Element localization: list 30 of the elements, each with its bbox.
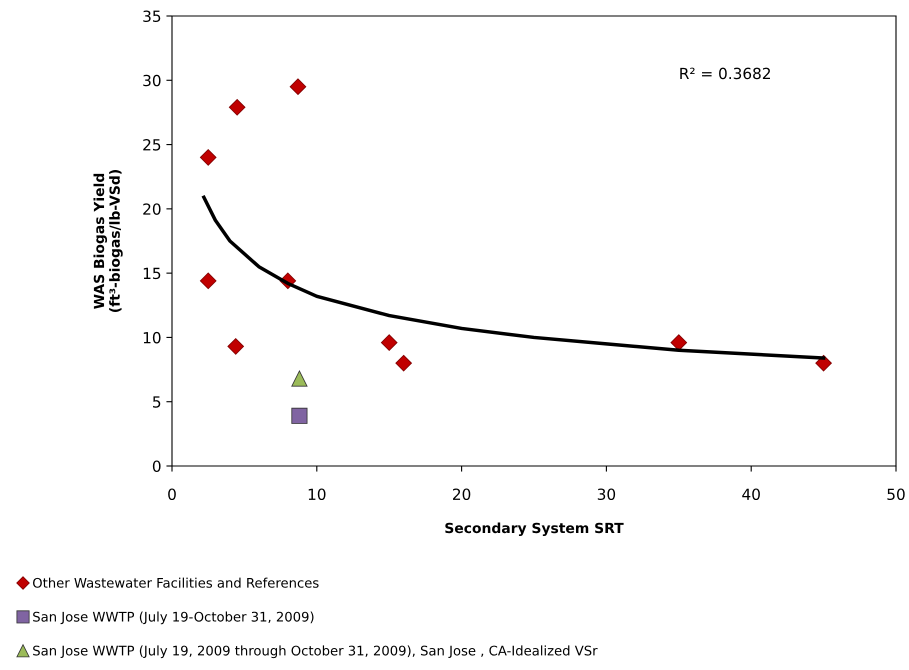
point bbox=[200, 149, 216, 166]
point bbox=[291, 408, 308, 424]
legend-label: San Jose WWTP (July 19, 2009 through October 31, 2009), San Jose , CA-Idealized VSr bbox=[33, 645, 598, 658]
y-tick-label: 15 bbox=[144, 268, 160, 280]
annotation: R² = 0.3682 bbox=[680, 68, 770, 80]
x-tick-label: 30 bbox=[598, 488, 616, 500]
point bbox=[380, 334, 398, 351]
x-axis-title: Secondary System SRT bbox=[445, 522, 624, 536]
y-tick-label: 0 bbox=[152, 460, 161, 472]
x-tick-label: 0 bbox=[168, 488, 176, 500]
point bbox=[670, 334, 688, 351]
x-tick-label: 40 bbox=[742, 488, 760, 500]
x-tick-label: 50 bbox=[887, 488, 905, 500]
point bbox=[228, 99, 246, 116]
y-tick-label: 30 bbox=[143, 74, 161, 86]
point bbox=[290, 78, 306, 95]
y-tick-label: 5 bbox=[153, 396, 160, 408]
legend-label: Other Wastewater Facilities and References bbox=[32, 578, 319, 588]
point bbox=[200, 272, 216, 290]
y-tick-label: 20 bbox=[143, 203, 161, 215]
point bbox=[227, 338, 244, 355]
point bbox=[395, 354, 412, 372]
y-axis-title: WAS Biogas Yield (ft³-biogas/lb-VSd) bbox=[93, 170, 123, 312]
y-tick-label: 35 bbox=[143, 10, 160, 22]
y-tick-label: 25 bbox=[143, 139, 160, 151]
legend-label: San Jose WWTP (July 19-October 31, 2009) bbox=[33, 611, 314, 624]
x-tick-label: 20 bbox=[453, 488, 470, 500]
point bbox=[291, 370, 308, 387]
y-tick-label: 10 bbox=[144, 332, 161, 344]
x-tick-label: 10 bbox=[308, 488, 326, 500]
